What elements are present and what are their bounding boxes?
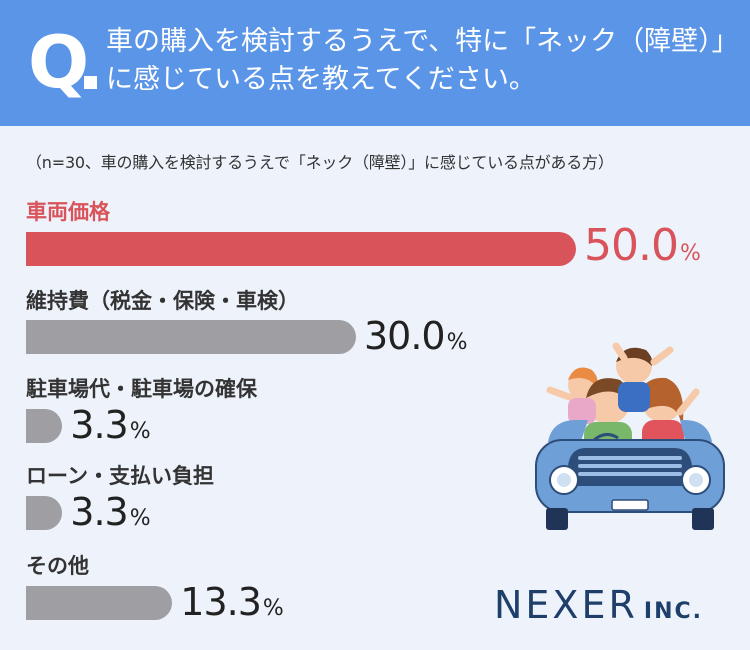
value-label: 50.0%	[584, 220, 701, 271]
value-number: 3.3	[70, 403, 128, 447]
value-unit: %	[446, 330, 468, 355]
value-number: 50.0	[584, 220, 679, 271]
value-number: 30.0	[364, 314, 446, 358]
q-mark: Q	[28, 20, 90, 104]
value-unit: %	[679, 241, 701, 266]
category-label: その他	[26, 554, 89, 578]
value-number: 13.3	[180, 580, 262, 624]
family-car-illustration	[535, 342, 725, 530]
value-unit: %	[129, 419, 151, 444]
bar	[26, 409, 63, 443]
nexer-logo: NEXER INC.	[494, 583, 703, 627]
value-label: 30.0%	[364, 314, 468, 358]
question-line-1: 車の購入を検討するうえで、特に「ネック（障壁）」	[106, 26, 739, 57]
bar	[26, 586, 173, 620]
bar	[26, 232, 576, 266]
value-unit: %	[129, 506, 151, 531]
value-unit: %	[262, 596, 284, 621]
bar	[26, 320, 356, 354]
q-dot	[84, 76, 97, 89]
value-label: 3.3%	[70, 490, 150, 534]
value-label: 13.3%	[180, 580, 284, 624]
question-line-2: に感じている点を教えてください。	[106, 64, 536, 95]
bar	[26, 496, 63, 530]
logo-suffix: INC.	[643, 599, 703, 624]
category-label: ローン・支払い負担	[26, 464, 214, 488]
category-label: 維持費（税金・保険・車検）	[26, 289, 299, 313]
category-label: 駐車場代・駐車場の確保	[26, 377, 257, 401]
logo-main: NEXER	[494, 583, 638, 627]
question-header: Q 車の購入を検討するうえで、特に「ネック（障壁）」 に感じている点を教えてくだ…	[0, 0, 750, 126]
value-label: 3.3%	[70, 403, 150, 447]
sample-note: （n=30、車の購入を検討するうえで「ネック（障壁）」に感じている点がある方）	[26, 153, 614, 172]
value-number: 3.3	[70, 490, 128, 534]
category-label: 車両価格	[26, 200, 110, 224]
